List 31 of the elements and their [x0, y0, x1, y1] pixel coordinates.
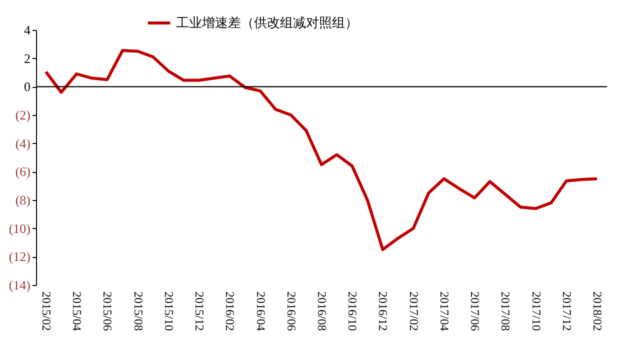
x-tick-label: 2016/06 [284, 292, 298, 331]
x-tick-label: 2017/06 [468, 292, 482, 331]
y-tick-label: (6) [15, 164, 30, 180]
x-tick-label: 2016/04 [254, 292, 268, 331]
y-tick-label: (12) [8, 249, 30, 264]
x-tick-label: 2015/04 [70, 292, 84, 331]
y-tick-label: (14) [8, 278, 30, 292]
x-tick-label: 2016/10 [346, 292, 360, 331]
x-tick-label: 2017/10 [529, 292, 544, 331]
y-tick-label: 2 [24, 50, 30, 66]
x-tick-label: 2015/08 [131, 292, 146, 331]
x-tick-label: 2017/12 [560, 292, 574, 331]
line-series [44, 49, 599, 252]
x-tick-label: 2017/08 [498, 292, 513, 331]
y-tick-label: 0 [24, 79, 30, 94]
y-tick-label: (2) [15, 108, 30, 122]
x-tick-label: 2018/02 [590, 292, 605, 331]
x-tick-label: 2015/12 [192, 292, 207, 331]
y-tick-label: (10) [8, 220, 30, 236]
x-tick-label: 2016/12 [376, 292, 390, 331]
x-tick-label: 2015/10 [162, 292, 176, 331]
x-tick-label: 2015/06 [100, 292, 115, 331]
x-tick-label: 2016/08 [315, 292, 329, 331]
legend-label: 工业增速差（供改组减对照组） [176, 16, 358, 31]
x-tick-label: 2015/02 [39, 292, 54, 331]
y-tick-label: 4 [24, 22, 31, 38]
x-tick-label: 2017/02 [406, 292, 421, 331]
x-tick-label: 2017/04 [437, 292, 452, 331]
y-tick-label: (4) [15, 136, 30, 151]
x-tick-label: 2016/02 [223, 292, 238, 331]
y-tick-label: (8) [15, 192, 30, 208]
